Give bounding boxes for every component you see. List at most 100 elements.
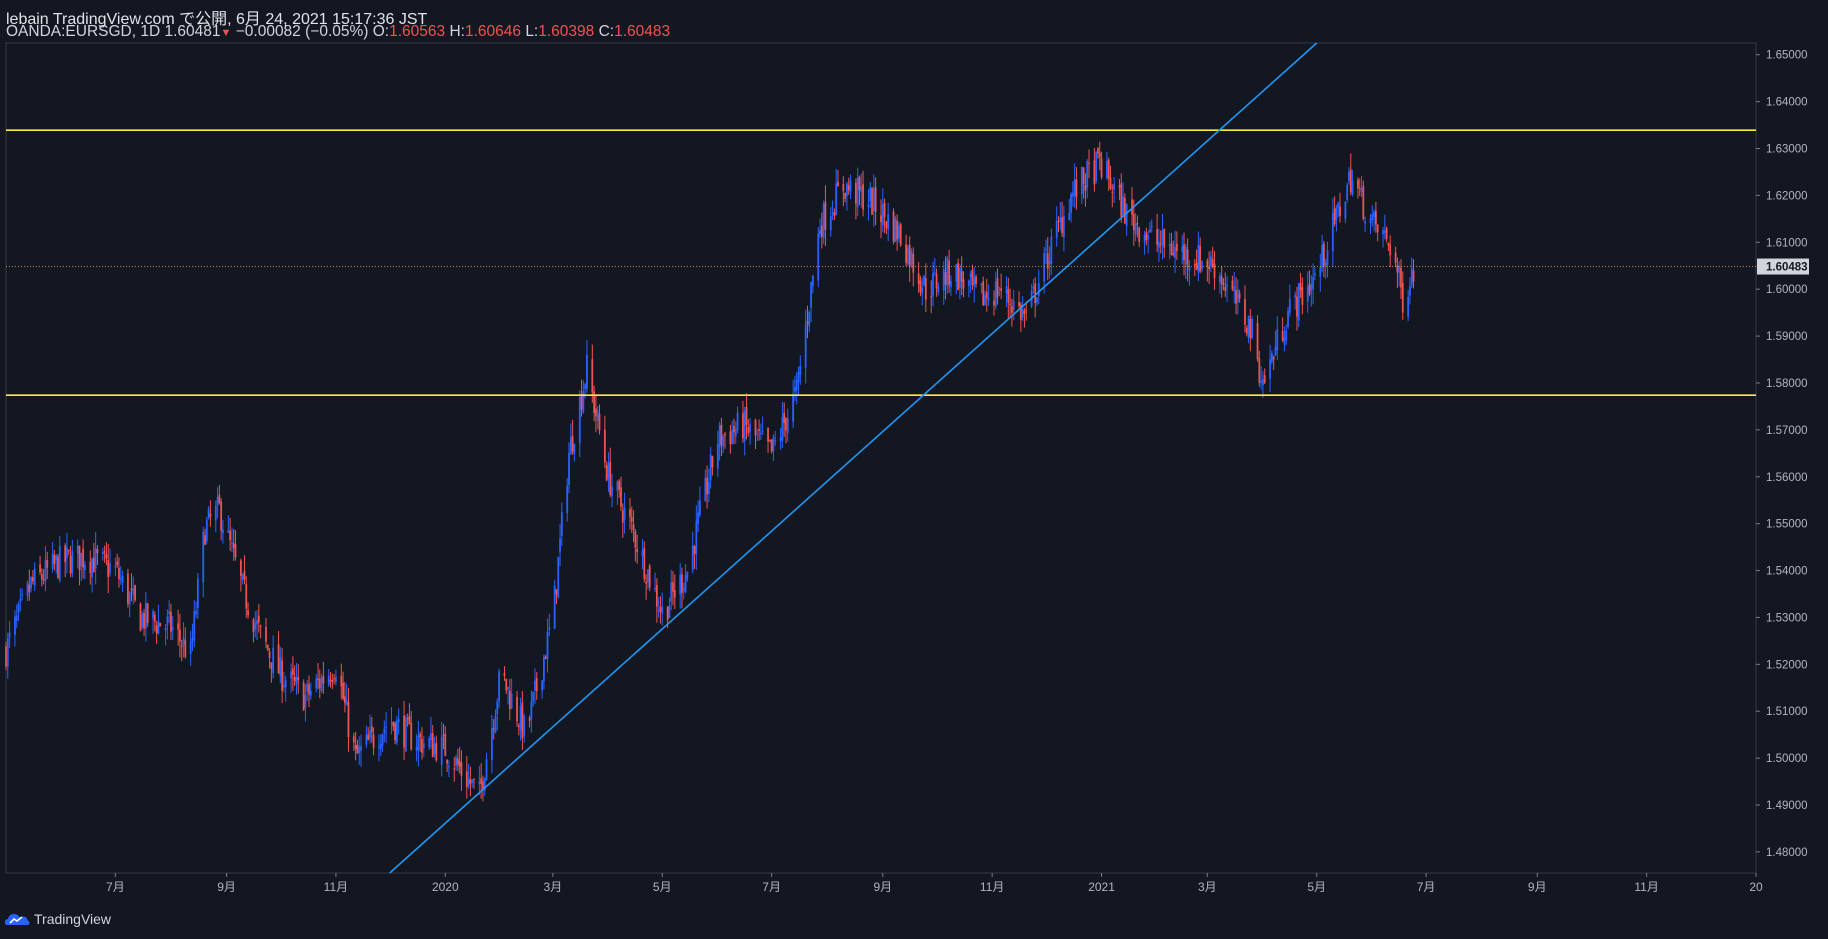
candle-body	[523, 715, 526, 737]
candle-body	[308, 684, 310, 695]
candle-body	[15, 615, 18, 621]
candle-body	[598, 413, 601, 431]
candle-body	[659, 606, 662, 612]
candle-body	[358, 746, 361, 754]
candle-body	[1106, 161, 1108, 179]
candle-body	[673, 589, 676, 598]
candle-body	[127, 573, 129, 604]
candle-body	[293, 676, 296, 681]
candle-body	[1070, 193, 1072, 213]
candle-body	[1134, 223, 1137, 235]
candle-body	[711, 456, 714, 468]
candle-body	[446, 759, 448, 764]
candle-body	[634, 531, 637, 548]
candle-body	[315, 678, 318, 689]
candle-body	[908, 245, 911, 267]
candle-body	[756, 433, 759, 435]
candle-body	[636, 548, 639, 553]
candle-body	[621, 510, 624, 523]
candle-body	[128, 592, 131, 605]
plot-frame	[5, 42, 1757, 874]
time-tick-label: 5月	[1307, 880, 1326, 894]
candle-body	[1120, 183, 1123, 218]
candle-body	[849, 180, 852, 193]
footer-brand-label: TradingView	[34, 911, 112, 927]
candle-body	[76, 545, 79, 554]
candle-body	[1181, 246, 1184, 252]
candle-body	[745, 407, 748, 425]
candle-body	[623, 507, 626, 520]
candle-body	[709, 454, 712, 481]
candle-body	[967, 280, 970, 286]
high-value: 1.60646	[464, 23, 521, 40]
time-axis[interactable]: 7月 9月 11月 2020 3月 5月 7月 9月 11月 2021 3月 5月 7月 9月 11月 20	[106, 873, 1763, 894]
candle-body	[252, 619, 255, 633]
candle-body	[8, 632, 11, 638]
candle-body	[1093, 160, 1096, 185]
candle-body	[921, 287, 924, 295]
candle-body	[1335, 207, 1338, 221]
candle-body	[543, 656, 545, 682]
candle-body	[159, 622, 162, 627]
candle-body	[743, 411, 746, 442]
candle-body	[17, 603, 20, 613]
candle-body	[1143, 234, 1146, 243]
candle-body	[568, 452, 570, 485]
price-axis[interactable]: 1.65000 1.64000 1.63000 1.62000 1.61000 1.600…	[1756, 50, 1809, 859]
candle-body	[887, 214, 890, 230]
candle-body	[906, 247, 909, 264]
candle-body	[910, 251, 913, 265]
candle-body	[560, 511, 563, 536]
candle-body	[1005, 286, 1008, 294]
candle-body	[548, 627, 551, 630]
candle-body	[1222, 283, 1225, 285]
candle-body	[892, 211, 895, 242]
candle-body	[1218, 275, 1221, 283]
candle-body	[831, 213, 834, 215]
candle-body	[40, 574, 43, 580]
candle-body	[395, 720, 398, 743]
candle-body	[164, 627, 167, 631]
footer-brand[interactable]: TradingView	[4, 910, 111, 928]
candle-body	[917, 273, 920, 284]
price-change: −0.00082 (−0.05%)	[235, 23, 369, 40]
candle-body	[1407, 296, 1410, 317]
candle-body	[808, 311, 811, 327]
candle-body	[257, 615, 260, 623]
candle-body	[229, 530, 232, 541]
candle-body	[322, 676, 325, 684]
candle-body	[655, 584, 658, 607]
candle-body	[309, 690, 312, 696]
candle-body	[546, 632, 549, 659]
candle-body	[955, 264, 958, 282]
candle-body	[666, 606, 669, 621]
candle-body	[742, 413, 744, 439]
candle-body	[57, 556, 59, 578]
candle-body	[91, 559, 93, 578]
candle-body	[71, 551, 74, 574]
candle-body	[207, 508, 210, 518]
candle-body	[1161, 229, 1164, 245]
candle-body	[706, 477, 708, 495]
candle-body	[971, 269, 974, 285]
candle-body	[195, 610, 197, 614]
candle-body	[1394, 252, 1397, 263]
candle-body	[1080, 167, 1083, 195]
current-price-badge	[1757, 258, 1809, 275]
candle-body	[1095, 152, 1098, 182]
candle-body	[1294, 294, 1297, 298]
candle-body	[774, 440, 777, 442]
candle-body	[216, 496, 219, 506]
price-tick-label: 1.52000	[1766, 659, 1808, 671]
candle-body	[905, 244, 908, 264]
candle-body	[616, 482, 619, 491]
candle-body	[1061, 217, 1063, 234]
candle-body	[521, 702, 524, 739]
candle-body	[593, 391, 596, 413]
candle-body	[153, 614, 156, 622]
candle-body	[643, 547, 646, 580]
open-value: 1.60563	[389, 23, 446, 40]
candle-body	[1175, 243, 1178, 252]
candle-body	[1213, 263, 1216, 279]
